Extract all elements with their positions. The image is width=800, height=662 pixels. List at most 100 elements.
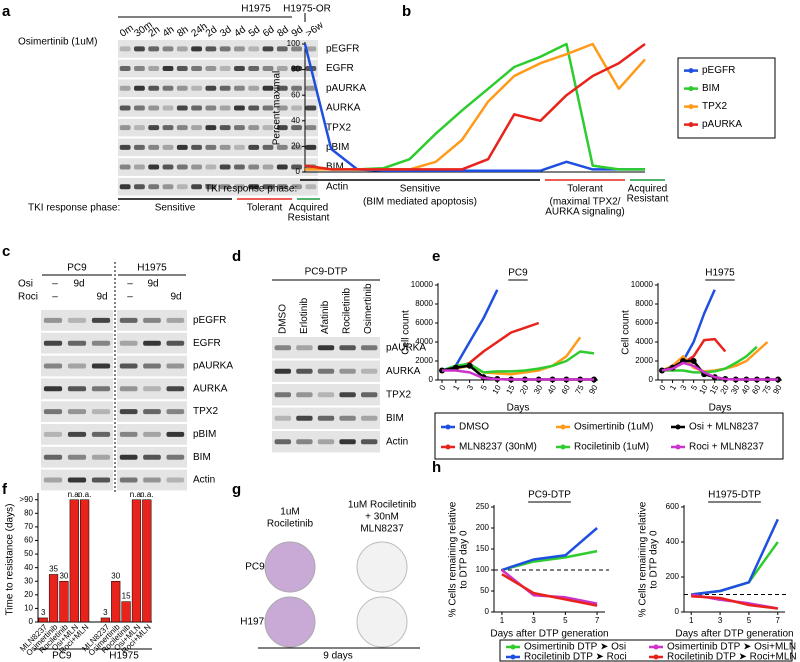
y-tick-label: 60 bbox=[24, 536, 33, 545]
y-axis-label: Cell count bbox=[621, 310, 632, 355]
blot-band bbox=[360, 439, 378, 445]
legend-label: Osimertinib (1uM) bbox=[574, 422, 653, 433]
timepoint: >6w bbox=[304, 19, 326, 39]
panel-letter: h bbox=[432, 459, 441, 476]
blot-band bbox=[205, 144, 217, 150]
blot-band bbox=[91, 317, 111, 323]
y-tick-label: 2000 bbox=[635, 356, 653, 365]
panel-letter: a bbox=[2, 3, 11, 20]
timepoint: 4h bbox=[161, 24, 176, 39]
lane-label: Afatinib bbox=[320, 300, 331, 334]
legend-marker bbox=[653, 654, 659, 660]
blot-band bbox=[176, 164, 188, 170]
blot-strip bbox=[41, 446, 113, 468]
bar bbox=[59, 580, 69, 623]
row-label: H1975 bbox=[240, 617, 270, 628]
blot-band bbox=[148, 85, 160, 91]
bar bbox=[80, 499, 90, 623]
blot-band bbox=[43, 431, 63, 437]
series-marker bbox=[466, 362, 473, 369]
y-tick-label: 2000 bbox=[415, 356, 433, 365]
blot-band bbox=[234, 144, 245, 150]
blot-strip bbox=[118, 40, 318, 58]
blot-band bbox=[305, 46, 317, 52]
blot-strip bbox=[272, 384, 380, 406]
legend-label: Rociletinib DTP ➤ Roci bbox=[524, 652, 627, 662]
series-line bbox=[661, 361, 778, 381]
legend-marker bbox=[675, 444, 681, 450]
blot-band bbox=[291, 66, 302, 72]
treatment-lane: – bbox=[127, 279, 133, 290]
blot-band bbox=[276, 66, 288, 72]
blot-band bbox=[205, 66, 217, 72]
y-tick-label: 10 bbox=[24, 604, 33, 613]
legend-marker bbox=[510, 654, 516, 660]
x-tick-label: 7 bbox=[595, 616, 600, 625]
y-tick-label: 400 bbox=[666, 537, 680, 546]
blot-band bbox=[234, 85, 245, 91]
blot-band bbox=[296, 415, 313, 421]
x-tick-label: 40 bbox=[546, 383, 559, 396]
x-tick-label: 3 bbox=[531, 616, 536, 625]
value-label: n.a. bbox=[78, 490, 91, 499]
y-tick-label: 0 bbox=[649, 375, 654, 384]
value-label: n.a. bbox=[140, 490, 153, 499]
blot-strip bbox=[41, 401, 113, 422]
blot-band bbox=[317, 392, 335, 398]
y-tick-label: 0 bbox=[485, 607, 490, 616]
blot-band bbox=[166, 454, 185, 460]
blot-band bbox=[191, 105, 202, 111]
legend-label: MLN8237 (30nM) bbox=[459, 442, 537, 453]
timepoint: 8h bbox=[175, 24, 190, 39]
blot-strip bbox=[118, 79, 318, 98]
blot-band bbox=[176, 46, 188, 52]
y-tick-label: 150 bbox=[476, 544, 490, 553]
blot-band bbox=[191, 66, 202, 72]
legend-marker bbox=[510, 644, 516, 650]
legend-label: Rociletinib (1uM) bbox=[574, 442, 649, 453]
blot-band bbox=[162, 184, 174, 190]
protein-label: pEGFR bbox=[193, 315, 226, 326]
blot-band bbox=[296, 345, 313, 351]
blot-band bbox=[248, 46, 260, 52]
blot-band bbox=[91, 454, 111, 460]
y-tick-label: 0 bbox=[675, 607, 680, 616]
chart-title: PC9-DTP bbox=[528, 490, 571, 501]
blot-band bbox=[276, 46, 288, 52]
blot-band bbox=[305, 144, 317, 150]
blot-band bbox=[119, 317, 138, 323]
series-line bbox=[501, 549, 598, 572]
blot-band bbox=[148, 46, 160, 52]
x-tick-label: 5 bbox=[689, 383, 699, 392]
blot-band bbox=[148, 125, 160, 131]
blot-band bbox=[360, 392, 378, 398]
legend-box bbox=[499, 639, 793, 662]
y-tick-label: 4000 bbox=[415, 337, 433, 346]
y-tick-label: 10000 bbox=[631, 280, 654, 289]
blot-band bbox=[305, 125, 317, 131]
y-axis-label: to DTP day 0 bbox=[459, 530, 470, 589]
blot-band bbox=[91, 431, 111, 437]
blot-band bbox=[119, 164, 131, 170]
blot-band bbox=[119, 386, 138, 392]
phase-title: TKI response phase: bbox=[205, 184, 297, 195]
y-tick-label: 30 bbox=[24, 576, 33, 585]
blot-band bbox=[248, 184, 260, 190]
blot-band bbox=[176, 125, 188, 131]
blot-band bbox=[219, 184, 231, 190]
blot-band bbox=[67, 363, 87, 369]
blot-band bbox=[234, 184, 245, 190]
lane-label: Rociletinib bbox=[342, 287, 353, 334]
protein-label: pAURKA bbox=[193, 361, 233, 372]
blot-band bbox=[305, 105, 317, 111]
blot-band bbox=[191, 85, 202, 91]
blot-band bbox=[262, 46, 274, 52]
series-line bbox=[441, 350, 595, 374]
blot-band bbox=[148, 164, 160, 170]
treatment-lane: 9d bbox=[73, 279, 84, 290]
blot-band bbox=[317, 368, 335, 374]
bar bbox=[48, 574, 59, 623]
legend-marker bbox=[688, 104, 694, 110]
x-tick-label: 15 bbox=[504, 383, 517, 396]
